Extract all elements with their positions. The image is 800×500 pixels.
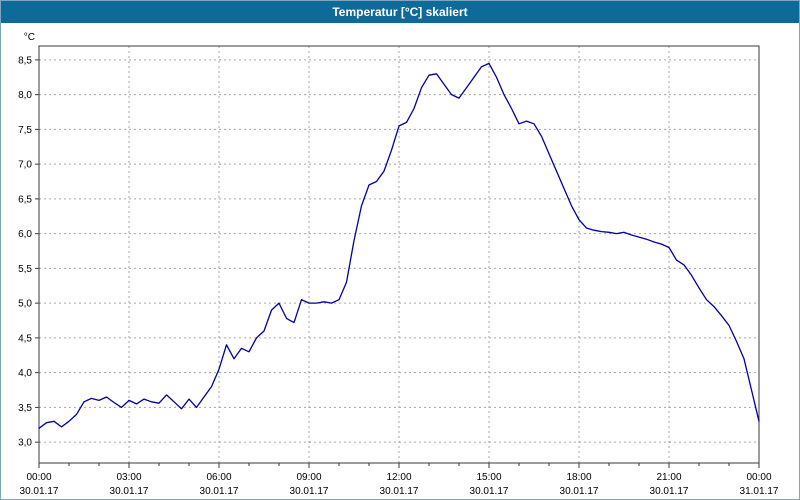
- svg-text:6,0: 6,0: [18, 229, 32, 240]
- x-tick-time: 12:00: [386, 472, 411, 483]
- x-tick-date: 30.01.17: [200, 486, 239, 497]
- svg-text:8,5: 8,5: [18, 55, 32, 66]
- x-tick-time: 06:00: [206, 472, 231, 483]
- x-tick-time: 18:00: [566, 472, 591, 483]
- x-tick-date: 30.01.17: [470, 486, 509, 497]
- x-axis-labels: 00:00 30.01.17 03:00 30.01.17 06:00 30.01.17 0…: [20, 472, 779, 497]
- svg-text:4,5: 4,5: [18, 333, 32, 344]
- x-tick-date: 30.01.17: [560, 486, 599, 497]
- y-axis-labels: 3,0 3,5 4,0 4,5 5,0 5,5 6,0 6,5 7,0 7,5 8,0 8,5: [18, 55, 32, 448]
- svg-text:7,5: 7,5: [18, 125, 32, 136]
- x-tick-time: 21:00: [656, 472, 681, 483]
- x-tick-date: 30.01.17: [290, 486, 329, 497]
- window-title: Temperatur [°C] skaliert: [332, 5, 468, 19]
- x-tick-time: 00:00: [746, 472, 771, 483]
- x-tick-date: 31.01.17: [740, 486, 779, 497]
- temperature-series-line: [38, 62, 760, 429]
- x-tick-time: 15:00: [476, 472, 501, 483]
- x-tick-date: 30.01.17: [650, 486, 689, 497]
- svg-text:4,0: 4,0: [18, 368, 32, 379]
- svg-text:7,0: 7,0: [18, 160, 32, 171]
- svg-text:3,0: 3,0: [18, 438, 32, 449]
- svg-text:5,0: 5,0: [18, 299, 32, 310]
- svg-text:6,5: 6,5: [18, 194, 32, 205]
- svg-text:5,5: 5,5: [18, 264, 32, 275]
- x-tick-date: 30.01.17: [110, 486, 149, 497]
- svg-text:8,0: 8,0: [18, 90, 32, 101]
- x-tick-time: 09:00: [296, 472, 321, 483]
- chart-area: 3,0 3,5 4,0 4,5 5,0 5,5 6,0 6,5 7,0 7,5 8,0 8,5 °C 00…: [1, 23, 799, 499]
- x-tick-date: 30.01.17: [380, 486, 419, 497]
- y-axis-unit-label: °C: [24, 32, 35, 43]
- gridlines: [39, 46, 759, 463]
- x-tick-time: 00:00: [26, 472, 51, 483]
- window-titlebar[interactable]: Temperatur [°C] skaliert: [1, 1, 799, 23]
- temperature-line-chart: 3,0 3,5 4,0 4,5 5,0 5,5 6,0 6,5 7,0 7,5 8,0 8,5 °C 00…: [18, 32, 779, 497]
- x-tick-time: 03:00: [116, 472, 141, 483]
- x-tick-date: 30.01.17: [20, 486, 59, 497]
- svg-text:3,5: 3,5: [18, 403, 32, 414]
- axis-ticks: [35, 59, 760, 468]
